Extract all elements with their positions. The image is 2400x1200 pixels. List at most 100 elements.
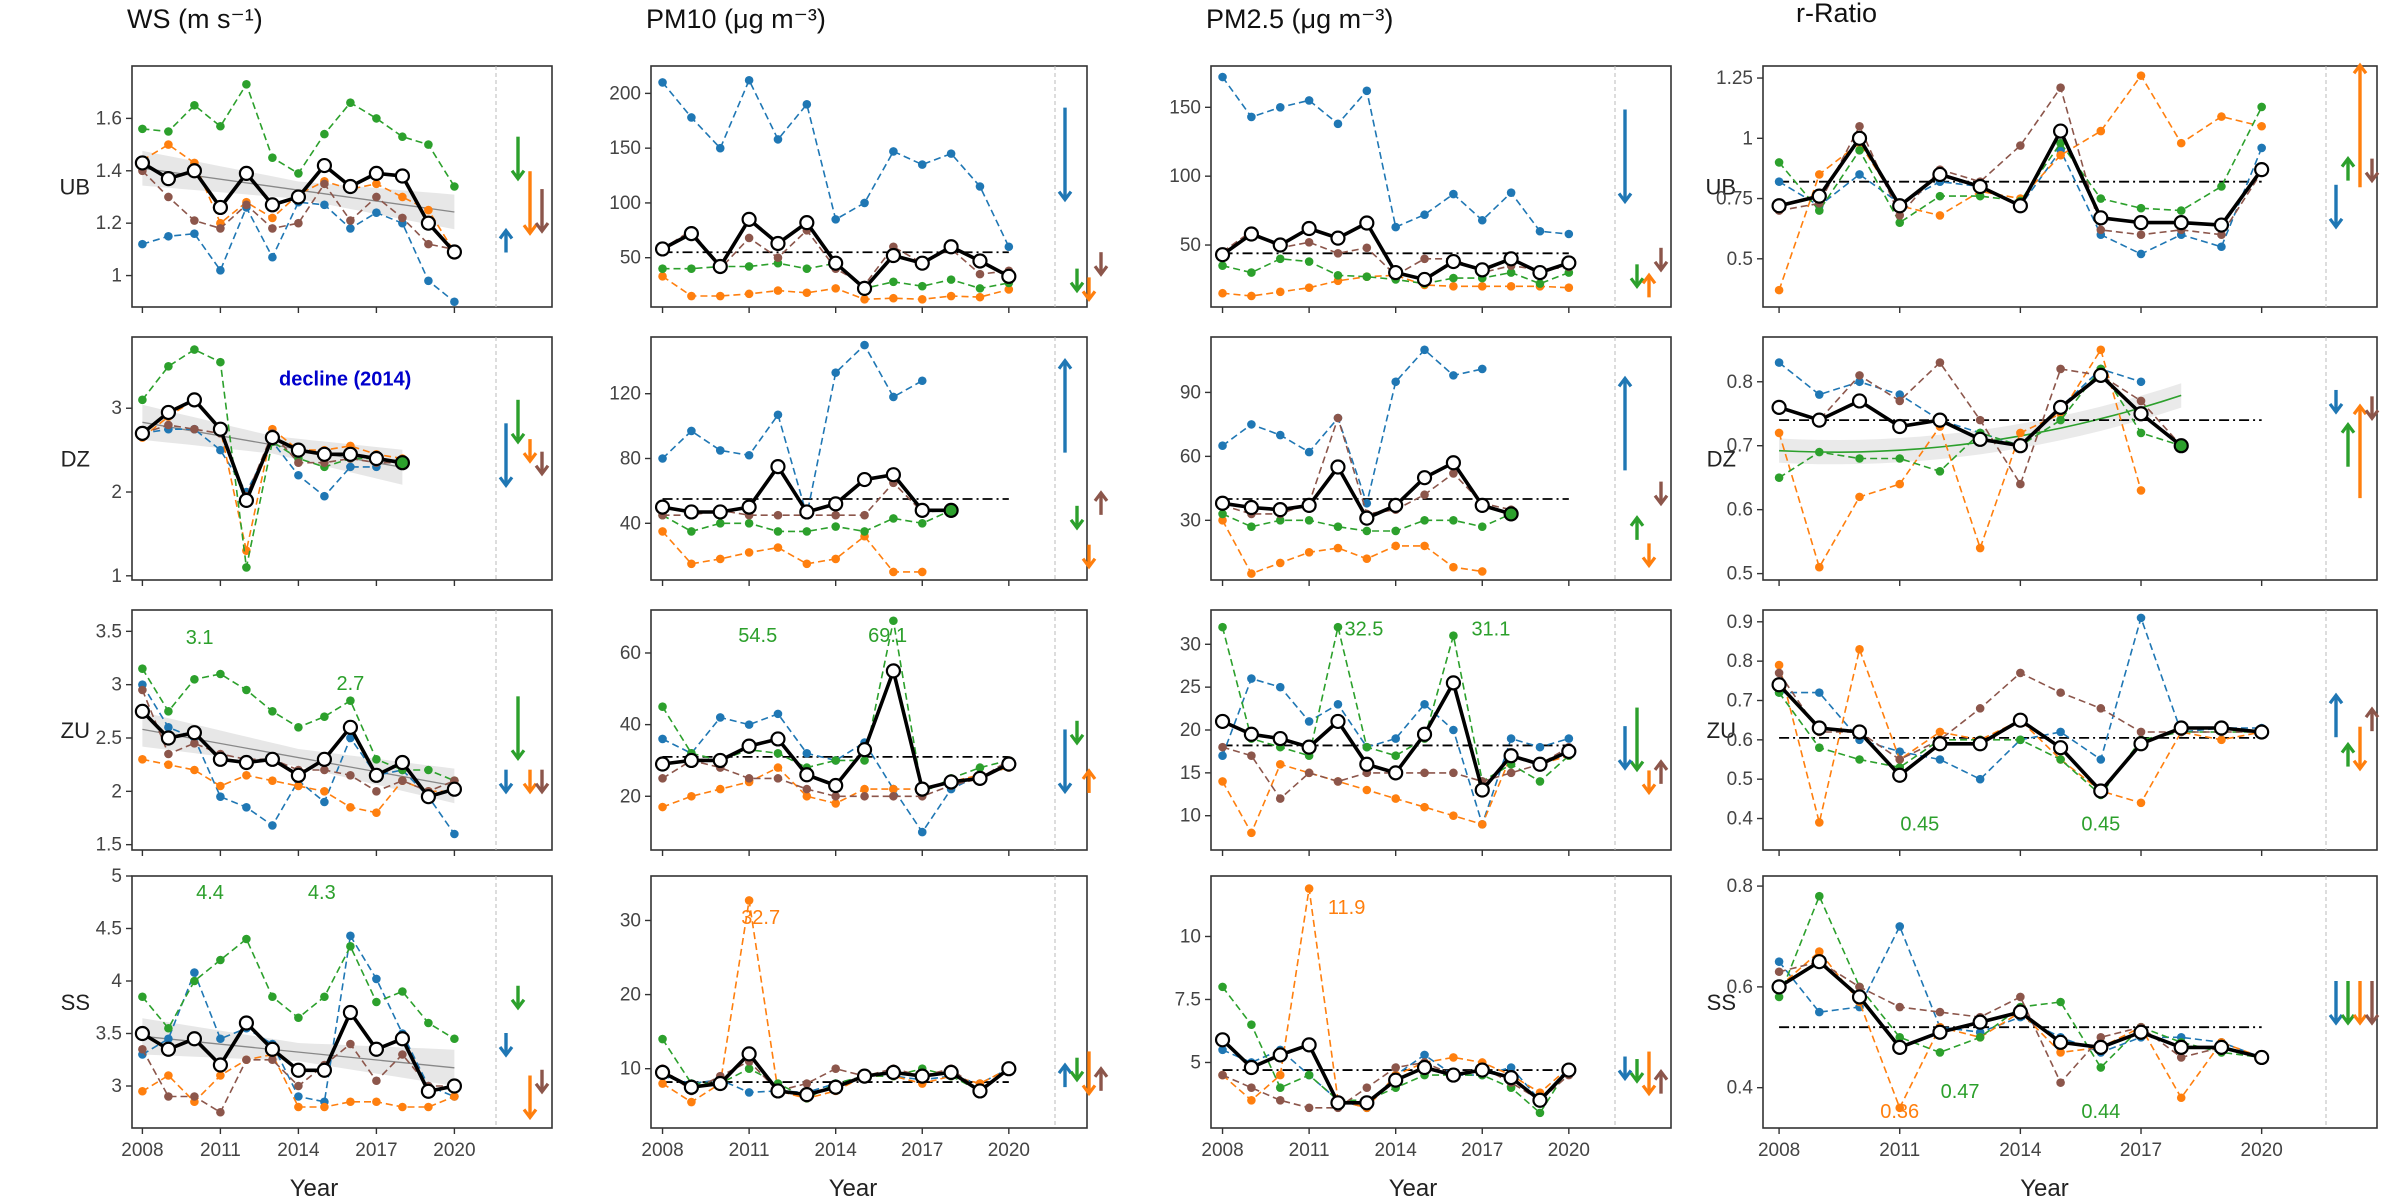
data-point xyxy=(744,233,754,243)
data-point xyxy=(741,738,757,754)
data-point xyxy=(1214,713,1231,730)
data-point xyxy=(914,502,930,518)
data-point xyxy=(687,291,696,301)
data-point xyxy=(1895,211,1905,220)
y-tick-label: 1.2 xyxy=(96,213,122,234)
data-point xyxy=(831,522,840,531)
series-line-blue xyxy=(1222,348,1483,507)
data-point xyxy=(268,252,277,262)
y-tick-label: 1 xyxy=(111,566,122,587)
x-tick-label: 2008 xyxy=(121,1140,163,1161)
trend-arrow-green-up xyxy=(2340,155,2356,181)
data-point xyxy=(1272,1047,1288,1063)
data-point xyxy=(2016,735,2025,745)
data-point xyxy=(885,467,902,483)
data-point xyxy=(917,295,927,304)
x-tick-label: 2017 xyxy=(355,1140,397,1161)
data-point xyxy=(1972,736,1988,752)
column-title-ratio: r-Ratio xyxy=(1796,0,1877,28)
series-green xyxy=(138,80,459,191)
data-point xyxy=(2052,740,2069,756)
data-point xyxy=(216,445,225,455)
y-axis: 0.5 0.75 1 1.25 xyxy=(1716,68,1763,270)
data-point xyxy=(320,787,329,796)
data-point xyxy=(2093,783,2109,799)
data-point xyxy=(1474,1062,1490,1078)
data-point xyxy=(1449,811,1458,821)
data-point xyxy=(1330,230,1346,246)
data-point xyxy=(1503,251,1519,267)
trend-arrow-blue-down xyxy=(498,1033,514,1058)
data-point xyxy=(372,997,381,1007)
data-point xyxy=(1774,285,1784,295)
trend-arrow-blue-down xyxy=(498,423,514,488)
data-point xyxy=(1815,1007,1824,1017)
data-point xyxy=(190,739,199,748)
arrow-head xyxy=(1629,277,1645,289)
data-point xyxy=(773,774,783,783)
trend-arrows xyxy=(498,399,550,488)
data-point xyxy=(160,404,176,421)
series-mean xyxy=(654,211,1017,296)
trend-arrow-brown-down xyxy=(1653,481,1669,507)
y-tick-label: 0.5 xyxy=(1727,769,1753,790)
data-point xyxy=(1815,891,1824,901)
data-point xyxy=(2056,364,2065,374)
data-point xyxy=(1449,273,1458,283)
y-tick-label: 0.5 xyxy=(1727,564,1753,585)
y-tick-label: 1.5 xyxy=(96,835,122,856)
trend-arrow-brown-down xyxy=(2364,158,2380,184)
trend-arrow-blue-down xyxy=(1617,109,1633,205)
data-point xyxy=(2096,194,2106,203)
series-mean xyxy=(1771,677,2270,799)
data-point xyxy=(294,458,303,467)
data-point xyxy=(1359,510,1375,526)
data-point xyxy=(190,216,199,225)
data-point xyxy=(1330,1095,1346,1111)
data-point xyxy=(1532,264,1548,281)
data-point xyxy=(1815,447,1824,457)
data-point xyxy=(1774,158,1784,167)
trend-arrow-orange-up xyxy=(2352,403,2368,499)
panel-DZ-pm10: 40 80 120 xyxy=(609,336,1109,586)
data-point xyxy=(744,1088,754,1097)
data-point xyxy=(1388,1072,1404,1088)
series-line-orange xyxy=(661,530,923,573)
data-point xyxy=(264,751,280,767)
arrow-head xyxy=(534,222,550,234)
data-point xyxy=(372,808,381,817)
data-point xyxy=(1774,660,1784,670)
trend-arrow-green-up xyxy=(2340,741,2356,767)
series-mean xyxy=(654,663,1017,797)
data-point xyxy=(1445,455,1462,471)
y-axis: 1 1.2 1.4 1.6 xyxy=(96,108,132,287)
data-point xyxy=(658,527,667,536)
arrow-head xyxy=(1629,1072,1645,1084)
data-point xyxy=(1774,358,1784,367)
data-point xyxy=(1932,166,1948,183)
series-mean xyxy=(654,1046,1017,1103)
data-point xyxy=(1535,777,1545,786)
panel-frame xyxy=(1210,875,1672,1129)
data-point xyxy=(160,1041,176,1057)
arrow-head xyxy=(1069,518,1085,531)
arrow-head xyxy=(2328,692,2344,705)
data-point xyxy=(138,664,147,673)
data-point xyxy=(1214,1032,1231,1048)
trend-arrows xyxy=(498,985,550,1121)
data-point xyxy=(831,284,840,293)
y-tick-label: 1.6 xyxy=(96,108,122,129)
y-tick-label: 200 xyxy=(609,83,641,104)
series-line-orange xyxy=(1221,519,1483,575)
data-point xyxy=(1811,412,1827,428)
y-axis: 3 3.5 4 4.5 5 xyxy=(96,866,132,1097)
data-point xyxy=(1420,254,1429,264)
data-point xyxy=(424,205,433,215)
trend-arrow-brown-down xyxy=(2364,396,2380,422)
y-tick-label: 80 xyxy=(620,449,641,470)
trend-arrow-brown-down xyxy=(1653,247,1669,273)
trend-arrow-blue-down xyxy=(498,769,514,795)
y-tick-label: 150 xyxy=(609,138,641,159)
arrow-head xyxy=(2352,403,2368,416)
